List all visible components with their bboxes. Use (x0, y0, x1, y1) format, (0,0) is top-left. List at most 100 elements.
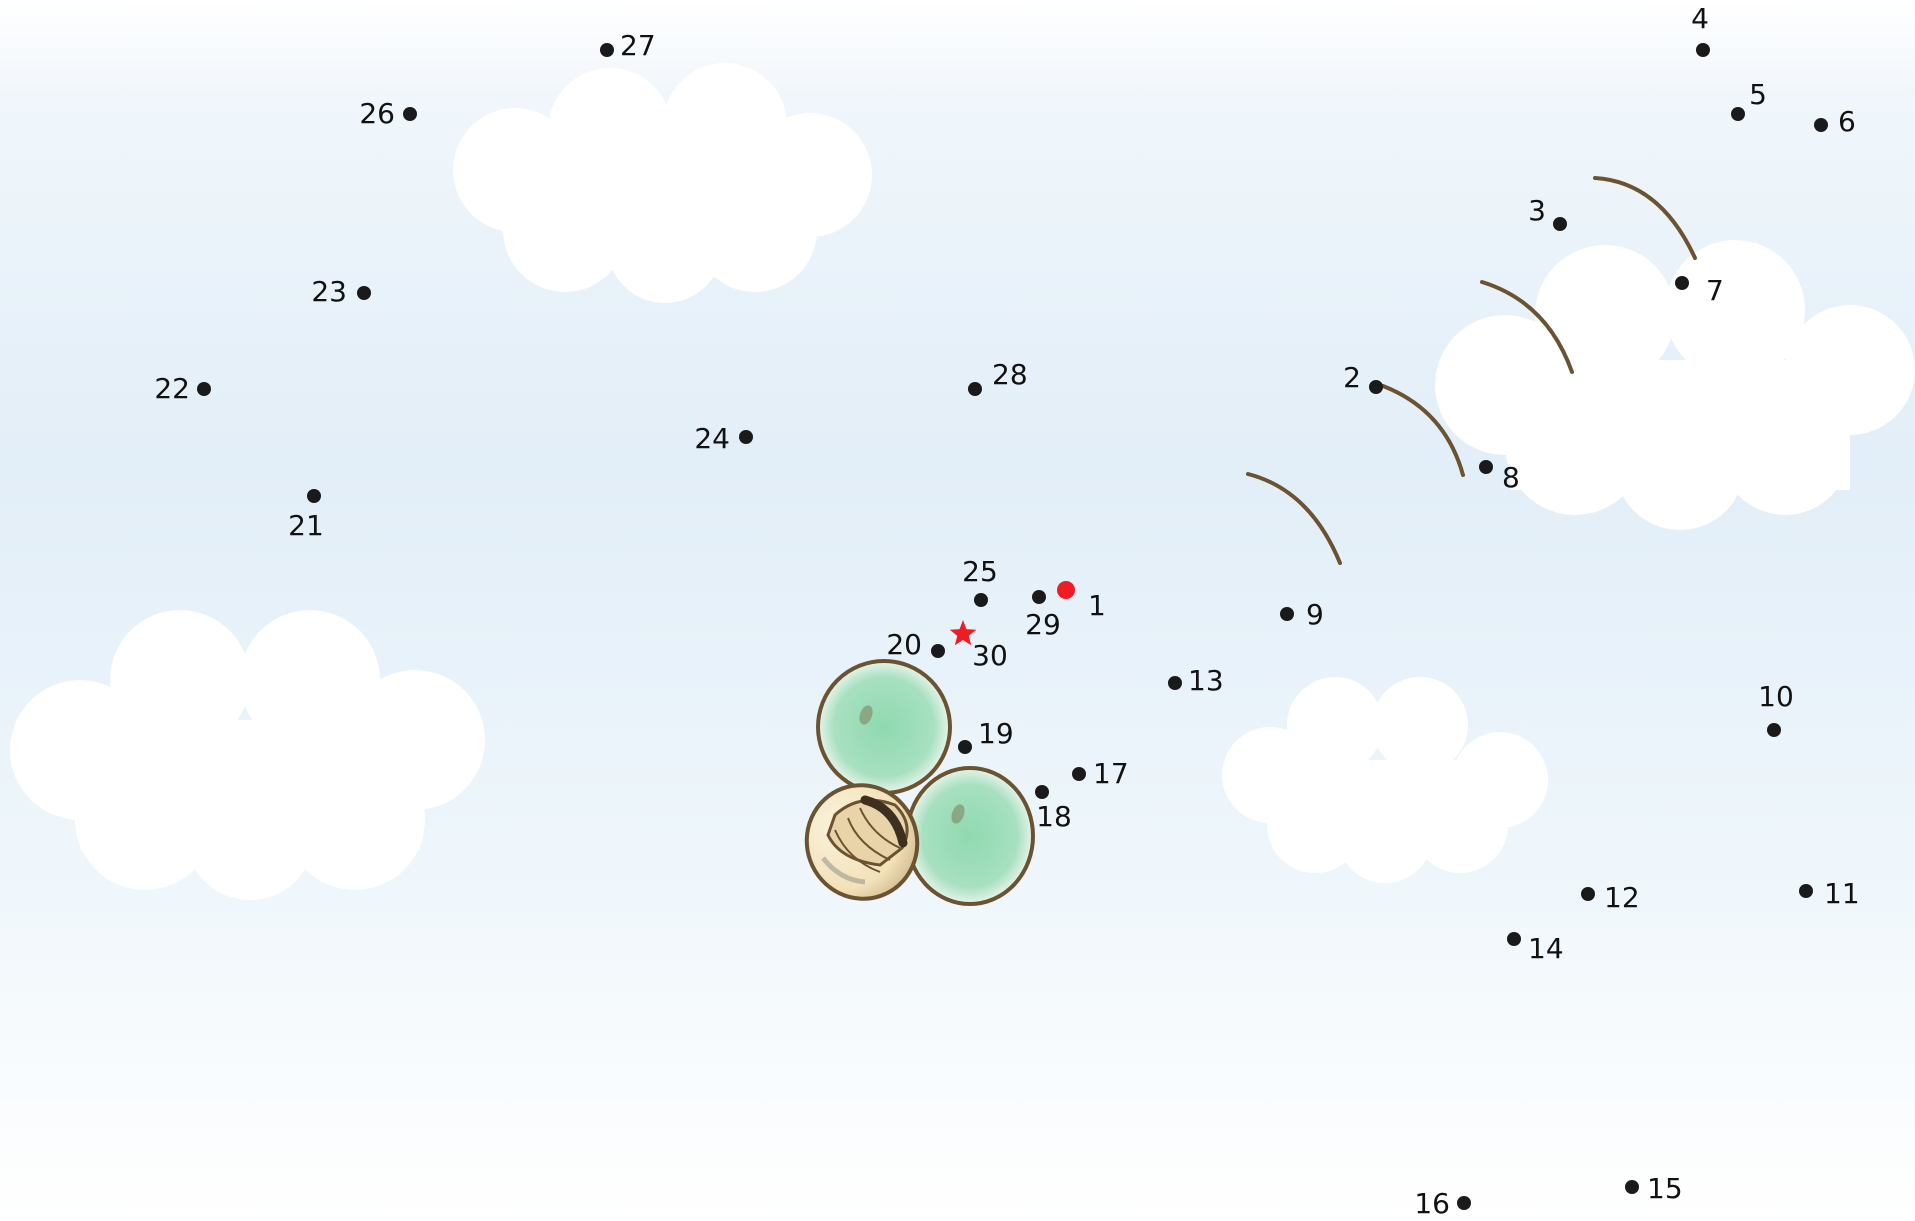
dot-label: 6 (1838, 105, 1856, 138)
end-star-icon[interactable] (949, 620, 977, 646)
dot-21[interactable]: 21 (288, 489, 324, 542)
dot-7[interactable]: 7 (1675, 274, 1724, 307)
dot-marker[interactable] (357, 286, 371, 300)
dot-marker[interactable] (1072, 767, 1086, 781)
dot-label: 25 (962, 555, 998, 588)
dot-label: 10 (1758, 680, 1794, 713)
dot-label: 9 (1306, 598, 1324, 631)
dot-marker[interactable] (1696, 43, 1710, 57)
dot-marker[interactable] (1035, 785, 1049, 799)
green-bubble-upper (816, 659, 952, 795)
start-dot-icon[interactable] (1057, 581, 1075, 599)
dot-29[interactable]: 29 (1025, 590, 1061, 641)
dot-18[interactable]: 18 (1035, 785, 1072, 833)
dot-marker[interactable] (974, 593, 988, 607)
dot-2[interactable]: 2 (1343, 361, 1383, 394)
dot-label: 5 (1749, 78, 1767, 111)
dot-marker[interactable] (1507, 932, 1521, 946)
dot-24[interactable]: 24 (694, 422, 753, 455)
dot-11[interactable]: 11 (1799, 877, 1860, 910)
dot-label: 23 (311, 275, 347, 308)
dot-label: 27 (620, 29, 656, 62)
dot-marker[interactable] (1168, 676, 1182, 690)
green-bubble-lower (905, 766, 1035, 906)
dot-26[interactable]: 26 (359, 97, 417, 130)
dot-marker[interactable] (739, 430, 753, 444)
dot-marker[interactable] (403, 107, 417, 121)
dot-label: 22 (154, 372, 190, 405)
motion-arc-2 (1480, 280, 1574, 374)
dot-marker[interactable] (1581, 887, 1595, 901)
dot-marker[interactable] (968, 382, 982, 396)
bubble-highlight-lower (951, 804, 965, 824)
dot-label: 13 (1188, 664, 1224, 697)
motion-arc-3 (1381, 384, 1465, 477)
motion-arc-1 (1593, 176, 1697, 260)
dot-label: 7 (1706, 274, 1724, 307)
dot-label: 4 (1691, 2, 1709, 35)
dot-marker[interactable] (1675, 276, 1689, 290)
dot-27[interactable]: 27 (600, 29, 656, 62)
dot-label: 29 (1025, 608, 1061, 641)
dot-label: 17 (1093, 757, 1129, 790)
character-partial (804, 659, 1035, 906)
dot-16[interactable]: 16 (1414, 1187, 1471, 1220)
dot-label: 26 (359, 97, 395, 130)
dot-23[interactable]: 23 (311, 275, 371, 308)
dot-label: 12 (1604, 881, 1640, 914)
motion-arcs (1246, 176, 1697, 565)
dot-13[interactable]: 13 (1168, 664, 1224, 697)
dot-marker[interactable] (197, 382, 211, 396)
dot-28[interactable]: 28 (968, 358, 1028, 396)
dot-marker[interactable] (1032, 590, 1046, 604)
cloud-top-right (1435, 240, 1915, 530)
dot-marker[interactable] (1553, 217, 1567, 231)
dot-9[interactable]: 9 (1280, 598, 1324, 631)
dot-marker[interactable] (1814, 118, 1828, 132)
dot-17[interactable]: 17 (1072, 757, 1129, 790)
motion-arc-4 (1246, 472, 1342, 565)
dot-label: 19 (978, 717, 1014, 750)
dot-10[interactable]: 10 (1758, 680, 1794, 737)
dot-22[interactable]: 22 (154, 372, 211, 405)
dot-14[interactable]: 14 (1507, 932, 1564, 965)
dot-1[interactable]: 1 (1057, 581, 1106, 622)
dot-25[interactable]: 25 (962, 555, 998, 607)
dot-marker[interactable] (1479, 460, 1493, 474)
dot-6[interactable]: 6 (1814, 105, 1856, 138)
dot-3[interactable]: 3 (1528, 194, 1567, 231)
dot-30[interactable]: 30 (949, 620, 1008, 672)
dot-marker[interactable] (958, 740, 972, 754)
dot-marker[interactable] (1767, 723, 1781, 737)
dot-marker[interactable] (1457, 1196, 1471, 1210)
dot-marker[interactable] (1369, 380, 1383, 394)
dot-5[interactable]: 5 (1731, 78, 1767, 121)
dot-19[interactable]: 19 (958, 717, 1014, 754)
dot-12[interactable]: 12 (1581, 881, 1640, 914)
dot-label: 3 (1528, 194, 1546, 227)
cloud-left (10, 610, 485, 900)
dot-marker[interactable] (1280, 607, 1294, 621)
dot-label: 28 (992, 358, 1028, 391)
dot-label: 20 (886, 628, 922, 661)
shell-icon (804, 783, 920, 901)
dot-marker[interactable] (307, 489, 321, 503)
dot-marker[interactable] (1625, 1180, 1639, 1194)
cloud-top-center (453, 63, 872, 303)
dot-4[interactable]: 4 (1691, 2, 1710, 57)
dot-marker[interactable] (931, 644, 945, 658)
bubble-highlight-upper (859, 705, 873, 725)
dot-marker[interactable] (600, 43, 614, 57)
cloud-middle-right (1222, 677, 1548, 883)
dot-8[interactable]: 8 (1479, 460, 1520, 494)
dot-label: 2 (1343, 361, 1361, 394)
dot-marker[interactable] (1731, 107, 1745, 121)
dot-15[interactable]: 15 (1625, 1172, 1683, 1205)
dot-label: 15 (1647, 1172, 1683, 1205)
dot-20[interactable]: 20 (886, 628, 945, 661)
dot-marker[interactable] (1799, 884, 1813, 898)
dot-label: 8 (1502, 461, 1520, 494)
